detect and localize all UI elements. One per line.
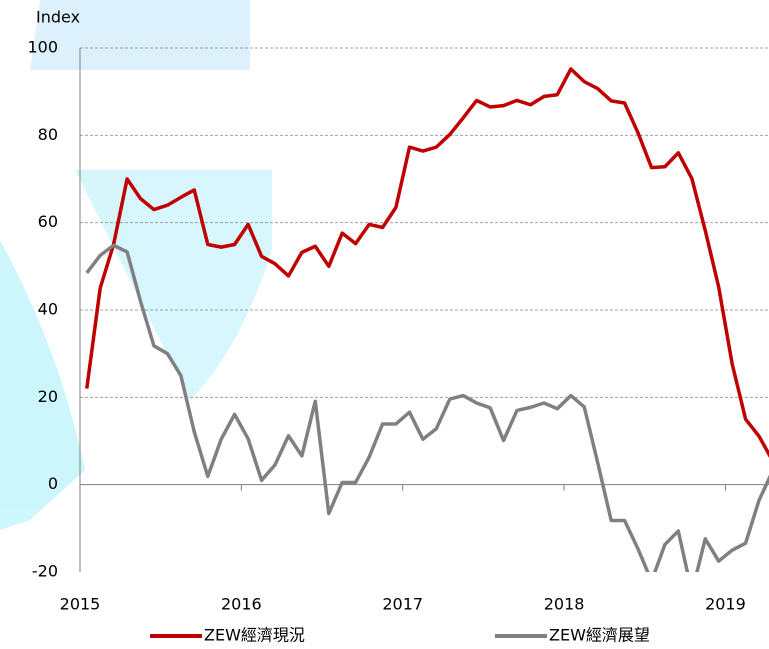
x-tick-label: 2016 bbox=[221, 595, 262, 614]
y-tick-label: 20 bbox=[38, 387, 58, 406]
y-tick-label: -20 bbox=[32, 562, 58, 581]
watermark bbox=[0, 0, 272, 530]
series-line bbox=[85, 67, 769, 458]
y-tick-label: 40 bbox=[38, 300, 58, 319]
x-tick-label: 2018 bbox=[544, 595, 585, 614]
plot-area bbox=[85, 67, 769, 572]
y-tick-label: 60 bbox=[38, 212, 58, 231]
y-tick-label: 0 bbox=[48, 474, 58, 493]
y-tick-label: 100 bbox=[27, 38, 58, 57]
y-tick-label: 80 bbox=[38, 125, 58, 144]
x-tick-label: 2017 bbox=[382, 595, 423, 614]
x-tick-label: 2015 bbox=[60, 595, 101, 614]
legend-label: ZEW經濟現況 bbox=[204, 626, 305, 645]
y-axis-label: Index bbox=[36, 8, 80, 27]
series-line bbox=[85, 243, 769, 572]
x-tick-label: 2019 bbox=[705, 595, 746, 614]
legend-label: ZEW經濟展望 bbox=[549, 626, 650, 645]
